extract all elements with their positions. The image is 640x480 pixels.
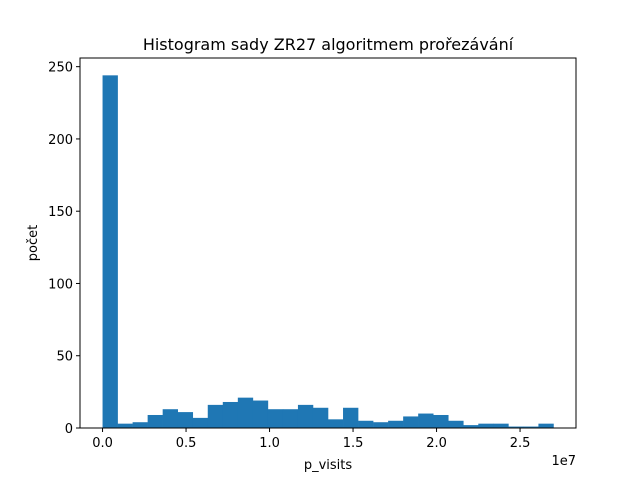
y-tick-label: 150 (48, 205, 73, 220)
chart-title: Histogram sady ZR27 algoritmem prořezává… (143, 35, 514, 54)
histogram-bar-5 (177, 412, 194, 428)
histogram-bar-3 (147, 414, 163, 428)
histogram-bar-19 (388, 420, 404, 428)
y-axis-ticks: 0 50 100 150 200 250 (48, 61, 80, 437)
histogram-bar-4 (162, 409, 178, 428)
histogram-bar-15 (328, 419, 344, 428)
histogram-bar-12 (282, 409, 299, 428)
histogram-bar-20 (403, 416, 419, 428)
histogram-bar-11 (267, 409, 284, 428)
histogram-bar-16 (343, 407, 359, 428)
histogram-bar-28 (523, 426, 539, 428)
y-tick-label: 250 (48, 61, 73, 76)
x-axis-offset-label: 1e7 (551, 454, 576, 469)
axes-frame (79, 57, 577, 429)
histogram-bar-29 (538, 423, 554, 428)
histogram-bar-9 (237, 397, 254, 428)
histogram-bar-8 (222, 401, 239, 428)
histogram-bar-27 (508, 426, 524, 428)
x-tick-label: 2.0 (426, 436, 447, 451)
x-axis-label: p_visits (304, 458, 353, 473)
histogram-bar-24 (463, 425, 479, 428)
x-axis-ticks: 0.0 0.5 1.0 1.5 2.0 2.5 (92, 428, 530, 451)
histogram-bar-13 (297, 404, 314, 429)
x-tick-label: 2.5 (510, 436, 531, 451)
x-tick-label: 1.0 (259, 436, 280, 451)
histogram-bar-17 (358, 420, 374, 428)
histogram-bar-7 (207, 404, 224, 429)
histogram-bar-6 (192, 417, 209, 428)
y-axis-label: počet (26, 225, 41, 261)
y-tick-label: 0 (65, 422, 73, 437)
x-tick-label: 1.5 (343, 436, 364, 451)
y-tick-label: 200 (48, 133, 73, 148)
histogram-bar-23 (448, 420, 464, 428)
histogram-bar-18 (373, 422, 389, 428)
histogram-bar-25 (478, 423, 494, 428)
histogram-bar-1 (117, 423, 133, 428)
histogram-bar-10 (252, 400, 269, 428)
bars-group (102, 75, 554, 429)
histogram-bar-2 (132, 422, 148, 428)
histogram-bar-14 (312, 407, 329, 428)
histogram-bar-21 (418, 413, 434, 428)
histogram-bar-22 (433, 414, 449, 428)
histogram-bar-0 (102, 75, 118, 428)
y-tick-label: 100 (48, 277, 73, 292)
y-tick-label: 50 (56, 350, 73, 365)
x-tick-label: 0.5 (176, 436, 197, 451)
histogram-bar-26 (493, 423, 509, 428)
x-tick-label: 0.0 (92, 436, 113, 451)
